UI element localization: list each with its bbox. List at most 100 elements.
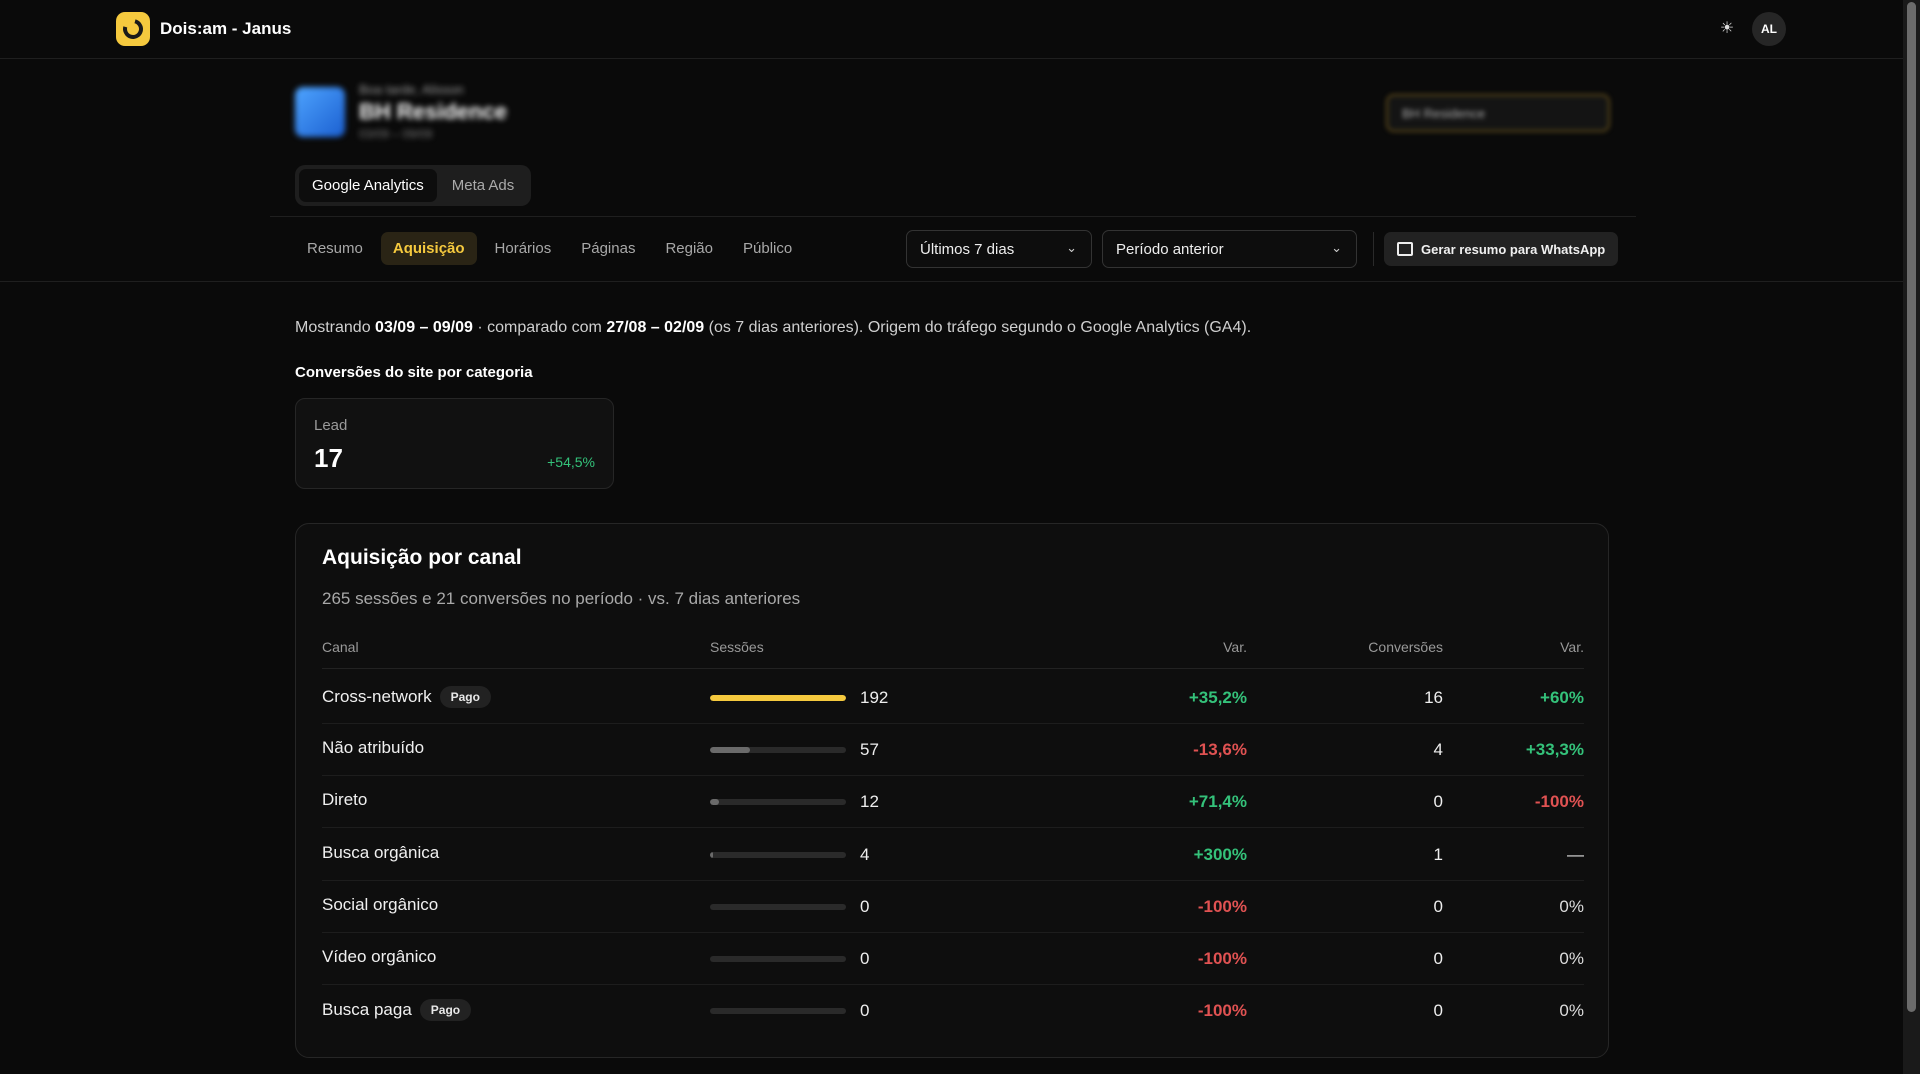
tab-google-analytics[interactable]: Google Analytics xyxy=(299,169,437,202)
channel-label: Cross-network xyxy=(322,687,432,706)
sessions-bar xyxy=(710,799,846,806)
sessions-value: 4 xyxy=(860,844,870,864)
period-summary: Mostrando 03/09 – 09/09 · comparado com … xyxy=(295,319,1251,337)
client-logo xyxy=(295,86,345,137)
sessions-value: 57 xyxy=(860,740,879,760)
lead-value: 17 xyxy=(314,443,343,473)
channel-name: Cross-network Pago xyxy=(322,686,491,708)
channel-label: Busca paga xyxy=(322,1000,412,1020)
header-conversoes: Conversões xyxy=(1368,639,1443,655)
conversions-variation: +33,3% xyxy=(1525,740,1584,760)
conversions-variation: — xyxy=(1567,844,1584,864)
sessions-bar xyxy=(710,695,846,701)
sessions-variation: -13,6% xyxy=(1193,740,1247,760)
whatsapp-summary-button[interactable]: Gerar resumo para WhatsApp xyxy=(1384,232,1619,266)
summary-current-period: 03/09 – 09/09 xyxy=(375,319,473,336)
sessions-variation: +300% xyxy=(1193,844,1247,864)
table-row: Vídeo orgânico 0 -100% 0 0% xyxy=(322,933,1584,985)
sessions-bar-fill xyxy=(710,799,719,806)
share-icon xyxy=(1397,242,1413,256)
conversions-value: 0 xyxy=(1433,949,1443,968)
brand[interactable]: Dois:am - Janus xyxy=(116,12,291,46)
channel-label: Direto xyxy=(322,790,368,810)
conversions-variation: 0% xyxy=(1559,1001,1584,1021)
acquisition-subtitle: 265 sessões e 21 conversões no período ·… xyxy=(322,589,801,608)
sessions-variation: -100% xyxy=(1197,949,1247,968)
sessions-variation: -100% xyxy=(1197,1001,1247,1021)
chevron-down-icon: ⌄ xyxy=(1331,240,1342,255)
divider xyxy=(0,281,1903,282)
channel-name: Busca orgânica xyxy=(322,843,439,863)
summary-suffix: (os 7 dias anteriores). Origem do tráfeg… xyxy=(704,319,1252,336)
tab-regiao[interactable]: Região xyxy=(665,240,713,257)
sessions-value: 192 xyxy=(860,688,889,707)
lead-delta: +54,5% xyxy=(547,454,595,470)
tab-aquisicao[interactable]: Aquisição xyxy=(380,232,477,265)
sessions-bar-fill xyxy=(710,695,846,701)
conversions-value: 1 xyxy=(1433,844,1443,864)
sessions-variation: +71,4% xyxy=(1188,792,1247,812)
channel-label: Busca orgânica xyxy=(322,842,440,862)
acquisition-card: Aquisição por canal 265 sessões e 21 con… xyxy=(295,523,1609,1058)
period-select[interactable]: Últimos 7 dias ⌄ xyxy=(906,230,1092,268)
client-selector[interactable]: BH Residence xyxy=(1386,94,1610,132)
client-name: BH Residence xyxy=(359,99,507,124)
acquisition-title: Aquisição por canal xyxy=(322,546,522,569)
table-row: Busca paga Pago 0 -100% 0 0% xyxy=(322,985,1584,1037)
sessions-value: 12 xyxy=(860,792,879,812)
conversions-variation: 0% xyxy=(1559,896,1584,916)
channel-name: Vídeo orgânico xyxy=(322,947,436,967)
sun-icon[interactable]: ☀ xyxy=(1719,20,1735,37)
sessions-bar xyxy=(710,956,846,962)
channel-name: Busca paga Pago xyxy=(322,999,472,1022)
tab-horarios[interactable]: Horários xyxy=(494,240,552,257)
sessions-bar-fill xyxy=(710,851,713,858)
client-header: Boa tarde, Alisson BH Residence 03/09 – … xyxy=(295,82,507,141)
app-logo-icon xyxy=(116,12,150,46)
sessions-bar xyxy=(710,747,846,754)
sessions-value: 0 xyxy=(860,949,870,968)
channel-label: Não atribuído xyxy=(322,738,425,758)
summary-prefix: Mostrando xyxy=(295,319,376,336)
compare-select[interactable]: Período anterior ⌄ xyxy=(1102,230,1357,268)
period-value: Últimos 7 dias xyxy=(920,241,1015,258)
conversions-value: 0 xyxy=(1433,1001,1443,1021)
source-tabs: Google Analytics Meta Ads xyxy=(295,165,532,206)
whatsapp-summary-label: Gerar resumo para WhatsApp xyxy=(1421,241,1606,257)
conversions-variation: -100% xyxy=(1534,792,1584,812)
app-title: Dois:am - Janus xyxy=(160,19,292,38)
lead-label: Lead xyxy=(314,417,348,434)
summary-middle: · comparado com xyxy=(472,319,607,336)
avatar[interactable]: AL xyxy=(1752,12,1786,46)
compare-value: Período anterior xyxy=(1116,241,1224,258)
table-row: Cross-network Pago 192 +35,2% 16 +60% xyxy=(322,672,1584,724)
conversions-value: 0 xyxy=(1433,896,1443,916)
sessions-variation: -100% xyxy=(1197,896,1247,916)
summary-previous-period: 27/08 – 02/09 xyxy=(606,319,705,336)
tab-resumo[interactable]: Resumo xyxy=(307,240,363,257)
lead-card: Lead 17 +54,5% xyxy=(295,398,614,489)
table-row: Não atribuído 57 -13,6% 4 +33,3% xyxy=(322,724,1584,777)
header-var-conv: Var. xyxy=(1560,639,1584,655)
channel-name: Direto xyxy=(322,790,367,810)
sessions-variation: +35,2% xyxy=(1188,688,1247,707)
tab-meta-ads[interactable]: Meta Ads xyxy=(451,177,515,194)
scrollbar[interactable] xyxy=(1903,0,1920,1074)
scroll-thumb[interactable] xyxy=(1907,2,1916,1012)
sessions-bar xyxy=(710,1008,846,1015)
section-nav: Resumo Aquisição Horários Páginas Região… xyxy=(295,232,804,265)
sessions-bar-fill xyxy=(710,747,751,754)
tab-paginas[interactable]: Páginas xyxy=(581,240,636,257)
divider xyxy=(1373,232,1374,266)
tab-publico[interactable]: Público xyxy=(743,240,793,257)
conversions-value: 16 xyxy=(1424,688,1443,707)
table-row: Busca orgânica 4 +300% 1 — xyxy=(322,829,1584,881)
header-canal: Canal xyxy=(322,639,359,655)
client-subtitle: 03/09 – 09/09 xyxy=(359,127,433,141)
paid-badge: Pago xyxy=(419,999,472,1022)
header-sessoes: Sessões xyxy=(710,639,764,655)
table-row: Direto 12 +71,4% 0 -100% xyxy=(322,776,1584,829)
conversions-value: 0 xyxy=(1433,792,1443,812)
table-header: Canal Sessões Var. Conversões Var. xyxy=(322,639,1584,669)
channel-label: Vídeo orgânico xyxy=(322,947,437,966)
